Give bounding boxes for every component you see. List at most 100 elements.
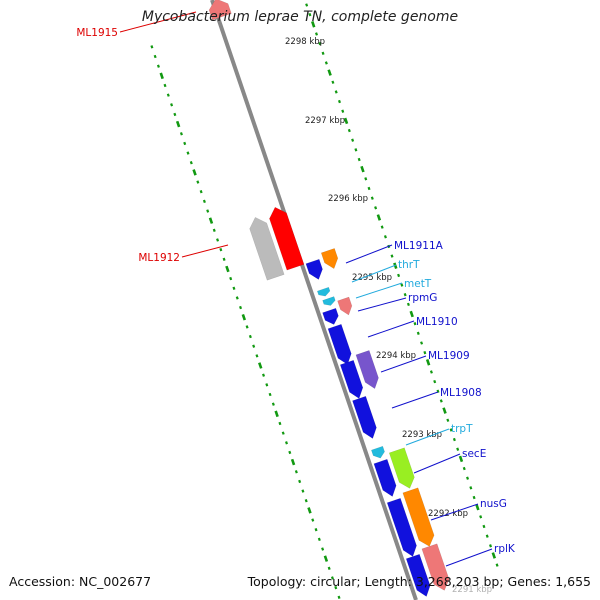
- scale-tick-left: [390, 254, 394, 258]
- scale-tick-right: [173, 112, 177, 117]
- scale-tick-right: [241, 313, 247, 321]
- scale-tick-left: [347, 128, 351, 133]
- scale-tick-left: [364, 177, 368, 181]
- gene-label-leader: [357, 297, 407, 312]
- gene-label: ML1908: [440, 387, 482, 399]
- scale-tick-left: [315, 32, 318, 36]
- scale-tick-right: [321, 547, 325, 551]
- gene-ML1912-shadow-arrow: [249, 217, 285, 281]
- scale-tick-left: [343, 117, 349, 125]
- scale-tick-left: [416, 331, 420, 336]
- gene-nusG-arrow: [386, 497, 417, 557]
- scale-tick-left: [495, 563, 499, 567]
- scale-tick-right: [175, 120, 181, 128]
- scale-tick-left: [354, 148, 358, 152]
- gene-label: rpmG: [408, 292, 437, 304]
- scale-tick-left: [433, 379, 437, 384]
- scale-tick-left: [479, 515, 483, 519]
- scale-tick-left: [472, 495, 476, 500]
- scale-tick-left: [469, 486, 473, 490]
- scale-tick-right: [271, 402, 275, 406]
- scale-tick-left: [337, 99, 341, 104]
- gene-label: nusG: [480, 498, 507, 510]
- scale-tick-left: [334, 90, 338, 94]
- scale-tick-right: [186, 151, 190, 155]
- gene-secE-small-arrow: [388, 447, 415, 489]
- gene-label-leader: [413, 453, 461, 474]
- gene-label-leader: [351, 264, 397, 283]
- scale-tick-left: [321, 51, 325, 55]
- scale-tick-left: [351, 138, 355, 142]
- scale-tick-right: [163, 83, 167, 88]
- scale-tick-right: [222, 257, 226, 261]
- scale-tick-right: [245, 325, 249, 329]
- scale-tick-left: [357, 157, 361, 162]
- scale-tick-left: [311, 21, 316, 28]
- scale-tick-left: [305, 3, 309, 7]
- gene-rpmG-small-arrow: [337, 296, 353, 316]
- genome-info-text: Topology: circular; Length: 3,268,203 bp…: [247, 574, 591, 589]
- scale-tick-right: [150, 45, 154, 49]
- scale-tick-right: [202, 199, 206, 204]
- scale-tick-right: [285, 441, 288, 445]
- scale-tick-left: [436, 389, 440, 393]
- gene-label: ML1912: [138, 252, 180, 264]
- scale-tick-right: [212, 228, 216, 233]
- gene-label-leader: [405, 428, 450, 446]
- scale-label-kbp: 2296 kbp: [328, 194, 368, 204]
- scale-tick-right: [153, 54, 157, 59]
- scale-tick-left: [341, 109, 345, 113]
- scale-tick-left: [324, 61, 328, 65]
- gene-ML1910-arrow: [327, 323, 352, 365]
- gene-label: metT: [404, 278, 432, 290]
- scale-tick-left: [442, 407, 447, 414]
- gene-ML1908-arrow: [352, 395, 377, 439]
- scale-tick-left: [331, 80, 335, 84]
- gene-label: thrT: [398, 259, 420, 271]
- scale-tick-left: [452, 437, 456, 442]
- scale-tick-right: [262, 373, 266, 377]
- scale-tick-right: [268, 392, 272, 397]
- scale-tick-right: [206, 209, 210, 213]
- gene-label: ML1909: [428, 350, 470, 362]
- gene-rplK-arrow: [405, 553, 431, 597]
- scale-tick-left: [491, 552, 496, 559]
- gene-label-leader: [119, 11, 197, 33]
- scale-tick-left: [423, 350, 427, 355]
- scale-tick-left: [456, 447, 460, 451]
- scale-tick-left: [466, 476, 470, 480]
- gene-label-leader: [355, 282, 403, 299]
- scale-tick-left: [458, 455, 464, 463]
- scale-tick-left: [413, 322, 417, 326]
- scale-tick-left: [489, 544, 493, 548]
- scale-label-kbp: 2293 kbp: [402, 430, 442, 440]
- scale-tick-left: [425, 359, 431, 366]
- scale-tick-left: [420, 341, 424, 345]
- scale-label-kbp: 2298 kbp: [285, 37, 325, 47]
- gene-label-leader: [430, 503, 479, 521]
- gene-trpT-arrow: [371, 445, 385, 459]
- scale-tick-right: [159, 72, 164, 80]
- scale-tick-left: [403, 293, 407, 297]
- scale-tick-right: [208, 217, 214, 224]
- scale-tick-left: [374, 206, 378, 210]
- scale-tick-right: [301, 489, 305, 493]
- scale-tick-left: [327, 69, 332, 76]
- scale-tick-left: [462, 466, 466, 471]
- scale-tick-right: [294, 470, 298, 474]
- scale-tick-right: [229, 276, 233, 281]
- gene-ML1909-arrow: [355, 350, 379, 390]
- gene-rpmG-arrow: [322, 307, 339, 325]
- map-title: Mycobacterium leprae TN, complete genome: [141, 9, 459, 25]
- gene-ML1912-arrow: [269, 206, 305, 271]
- gene-label-leader: [181, 244, 229, 258]
- scale-tick-left: [400, 283, 404, 287]
- scale-tick-left: [409, 310, 414, 318]
- scale-tick-right: [288, 450, 292, 455]
- gene-label: ML1910: [416, 316, 458, 328]
- scale-tick-left: [475, 503, 480, 511]
- scale-tick-right: [232, 286, 236, 290]
- scale-tick-right: [258, 362, 263, 369]
- scale-tick-right: [196, 180, 200, 184]
